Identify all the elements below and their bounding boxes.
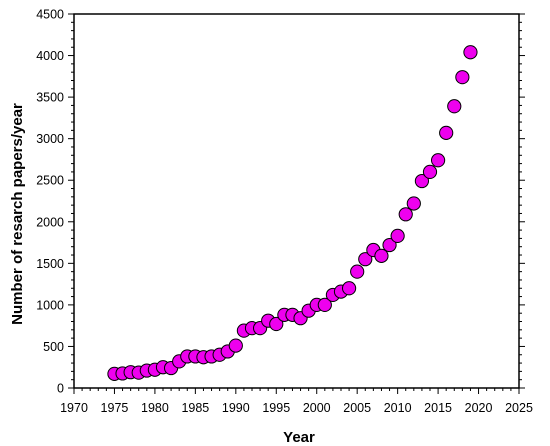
y-tick-label: 1000 (36, 298, 64, 312)
y-tick-label: 4500 (36, 8, 64, 22)
x-tick-label: 2020 (465, 401, 493, 415)
y-axis-label: Number of resarch papers/year (9, 103, 26, 325)
axes: 1970 1975 1980 1985 1990 1995 2000 2005 2010 2015… (36, 8, 533, 416)
data-point (382, 237, 397, 253)
data-point (317, 297, 332, 312)
y-tick-label: 2000 (36, 215, 64, 229)
data-point (269, 316, 284, 332)
y-tick-label: 2500 (36, 174, 64, 188)
data-point (439, 125, 454, 140)
data-point (390, 228, 405, 244)
data-point (358, 252, 373, 267)
y-tick-label: 1500 (36, 257, 64, 271)
data-point (341, 281, 357, 296)
y-tick-label: 4000 (36, 49, 64, 63)
x-tick-label: 2005 (343, 401, 371, 415)
y-tick-label: 0 (57, 382, 64, 396)
x-axis-label: Year (283, 429, 315, 446)
data-point (398, 207, 413, 222)
data-point (430, 153, 446, 168)
data-point (228, 338, 243, 353)
data-points (107, 45, 478, 381)
x-tick-label: 2010 (384, 401, 412, 415)
data-point (406, 196, 421, 211)
x-tick-label: 2000 (303, 401, 331, 415)
x-tick-label: 1985 (181, 401, 209, 415)
y-tick-label: 500 (43, 340, 64, 354)
x-tick-label: 1970 (60, 401, 88, 415)
x-tick-label: 1975 (101, 401, 129, 415)
x-tick-label: 2025 (505, 401, 533, 415)
plot-frame (73, 13, 520, 389)
x-tick-label: 2015 (424, 401, 452, 415)
data-point (447, 99, 462, 114)
data-point (350, 264, 365, 279)
x-tick-label: 1995 (262, 401, 290, 415)
x-tick-label: 1990 (222, 401, 250, 415)
x-tick-label: 1980 (141, 401, 169, 415)
data-point (463, 45, 478, 60)
data-point (414, 173, 430, 189)
data-point (455, 70, 470, 85)
data-point (374, 248, 389, 263)
data-point (422, 164, 438, 180)
y-tick-label: 3000 (36, 132, 64, 146)
y-tick-label: 3500 (36, 91, 64, 105)
